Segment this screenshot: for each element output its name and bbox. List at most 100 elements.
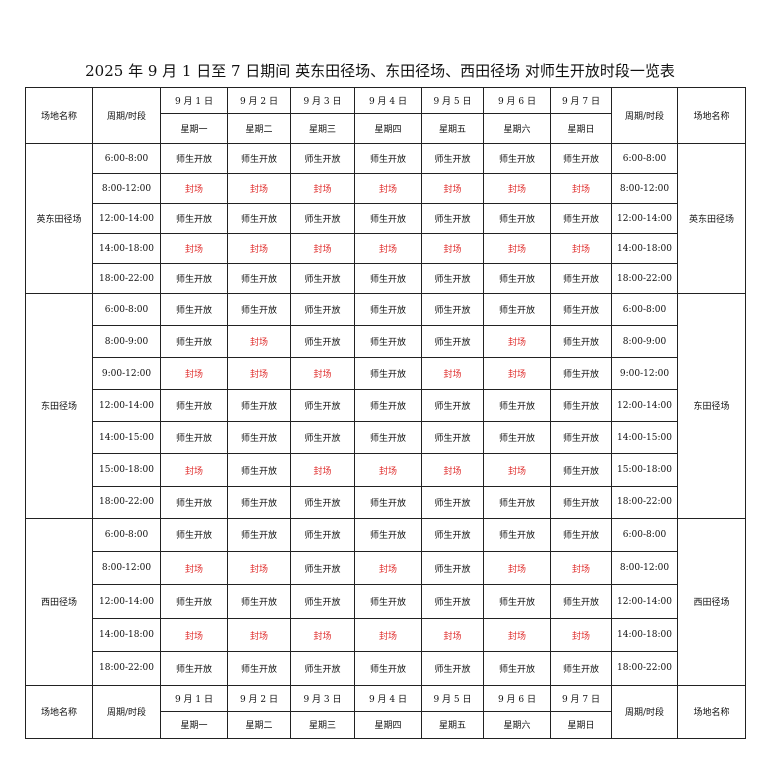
time-slot: 12:00-14:00	[611, 584, 678, 619]
status-closed: 封场	[550, 173, 612, 204]
weekday-header: 星期一	[160, 710, 228, 739]
status-closed: 封场	[550, 233, 612, 264]
date-header: 9 月 4 日	[354, 684, 422, 712]
status-open: 师生开放	[227, 584, 291, 619]
status-open: 师生开放	[421, 203, 484, 234]
status-open: 师生开放	[290, 292, 355, 327]
status-open: 师生开放	[354, 263, 422, 294]
status-closed: 封场	[227, 617, 291, 653]
status-closed: 封场	[290, 173, 355, 204]
status-closed: 封场	[354, 617, 422, 653]
time-slot: 12:00-14:00	[611, 389, 678, 423]
weekday-header: 星期六	[483, 710, 551, 739]
table-row: 9:00-12:00 封场 封场 封场 师生开放 封场 封场 师生开放 9:00-12:00	[26, 357, 746, 391]
table-row: 西田径场 6:00-8:00 师生开放 师生开放 师生开放 师生开放 师生开放 师生开放 师生开…	[25, 517, 746, 686]
time-slot: 14:00-15:00	[611, 421, 678, 455]
status-open: 师生开放	[421, 143, 484, 174]
status-open: 师生开放	[290, 584, 355, 619]
time-slot: 14:00-18:00	[92, 617, 161, 653]
status-open: 师生开放	[550, 584, 612, 619]
status-open: 师生开放	[290, 551, 355, 586]
status-open: 师生开放	[354, 485, 422, 519]
status-open: 师生开放	[227, 421, 291, 455]
date-header: 9 月 3 日	[290, 87, 355, 114]
status-open: 师生开放	[160, 203, 228, 234]
weekday-header: 星期二	[227, 113, 291, 144]
weekday-header: 星期日	[550, 113, 612, 144]
time-slot: 18:00-22:00	[92, 651, 161, 686]
status-open: 师生开放	[160, 651, 228, 686]
time-slot: 6:00-8:00	[92, 292, 161, 327]
status-open: 师生开放	[354, 584, 422, 619]
table-row: 12:00-14:00 师生开放 师生开放 师生开放 师生开放 师生开放 师生开放 师生开放 1…	[26, 203, 746, 234]
status-open: 师生开放	[421, 421, 484, 455]
time-slot: 6:00-8:00	[611, 143, 678, 174]
status-open: 师生开放	[550, 517, 612, 553]
date-header: 9 月 1 日	[160, 684, 228, 712]
status-open: 师生开放	[550, 389, 612, 423]
weekday-header: 星期日	[550, 710, 612, 739]
time-slot: 15:00-18:00	[611, 453, 678, 487]
status-closed: 封场	[227, 357, 291, 391]
status-closed: 封场	[483, 453, 551, 487]
time-slot: 18:00-22:00	[611, 485, 678, 519]
status-open: 师生开放	[483, 143, 551, 174]
status-open: 师生开放	[421, 651, 484, 686]
status-closed: 封场	[421, 233, 484, 264]
table-row: 东田径场 6:00-8:00 师生开放 师生开放 师生开放 师生开放 师生开放 师生开放 师生开…	[25, 292, 746, 519]
status-open: 师生开放	[160, 584, 228, 619]
time-slot: 8:00-9:00	[92, 325, 161, 359]
status-open: 师生开放	[550, 292, 612, 327]
status-open: 师生开放	[421, 389, 484, 423]
status-closed: 封场	[227, 551, 291, 586]
date-header: 9 月 7 日	[550, 87, 612, 114]
table-row: 8:00-12:00 封场 封场 封场 封场 封场 封场 封场 8:00-12:00	[26, 173, 746, 204]
time-slot: 18:00-22:00	[92, 485, 161, 519]
status-open: 师生开放	[354, 421, 422, 455]
status-open: 师生开放	[227, 517, 291, 553]
status-open: 师生开放	[160, 517, 228, 553]
status-open: 师生开放	[354, 292, 422, 327]
status-closed: 封场	[421, 173, 484, 204]
status-closed: 封场	[227, 325, 291, 359]
table-row: 18:00-22:00 师生开放 师生开放 师生开放 师生开放 师生开放 师生开放 师生开放 1…	[26, 263, 746, 294]
status-open: 师生开放	[421, 584, 484, 619]
date-header: 9 月 2 日	[227, 87, 291, 114]
period-header: 周期/时段	[92, 87, 161, 144]
time-slot: 8:00-12:00	[92, 551, 161, 586]
status-closed: 封场	[550, 551, 612, 586]
status-open: 师生开放	[160, 389, 228, 423]
status-open: 师生开放	[421, 485, 484, 519]
venue-name: 英东田径场	[677, 143, 746, 294]
status-open: 师生开放	[550, 143, 612, 174]
weekday-header: 星期一	[160, 113, 228, 144]
status-open: 师生开放	[160, 263, 228, 294]
status-closed: 封场	[354, 551, 422, 586]
venue-header: 场地名称	[677, 87, 746, 144]
status-open: 师生开放	[160, 292, 228, 327]
status-closed: 封场	[483, 357, 551, 391]
table-row: 15:00-18:00 封场 师生开放 封场 封场 封场 封场 师生开放 15:00-18:00	[26, 453, 746, 487]
status-open: 师生开放	[550, 263, 612, 294]
status-closed: 封场	[160, 617, 228, 653]
time-slot: 6:00-8:00	[611, 517, 678, 553]
status-open: 师生开放	[160, 325, 228, 359]
status-closed: 封场	[483, 617, 551, 653]
date-header: 9 月 4 日	[354, 87, 422, 114]
status-open: 师生开放	[421, 292, 484, 327]
status-closed: 封场	[421, 617, 484, 653]
status-closed: 封场	[227, 173, 291, 204]
status-open: 师生开放	[354, 651, 422, 686]
time-slot: 8:00-9:00	[611, 325, 678, 359]
time-slot: 12:00-14:00	[611, 203, 678, 234]
status-open: 师生开放	[421, 263, 484, 294]
status-open: 师生开放	[290, 421, 355, 455]
status-closed: 封场	[354, 453, 422, 487]
table-row: 14:00-18:00 封场 封场 封场 封场 封场 封场 封场 14:00-18:00	[26, 617, 746, 653]
status-closed: 封场	[483, 233, 551, 264]
status-open: 师生开放	[354, 389, 422, 423]
status-closed: 封场	[421, 357, 484, 391]
status-closed: 封场	[160, 173, 228, 204]
